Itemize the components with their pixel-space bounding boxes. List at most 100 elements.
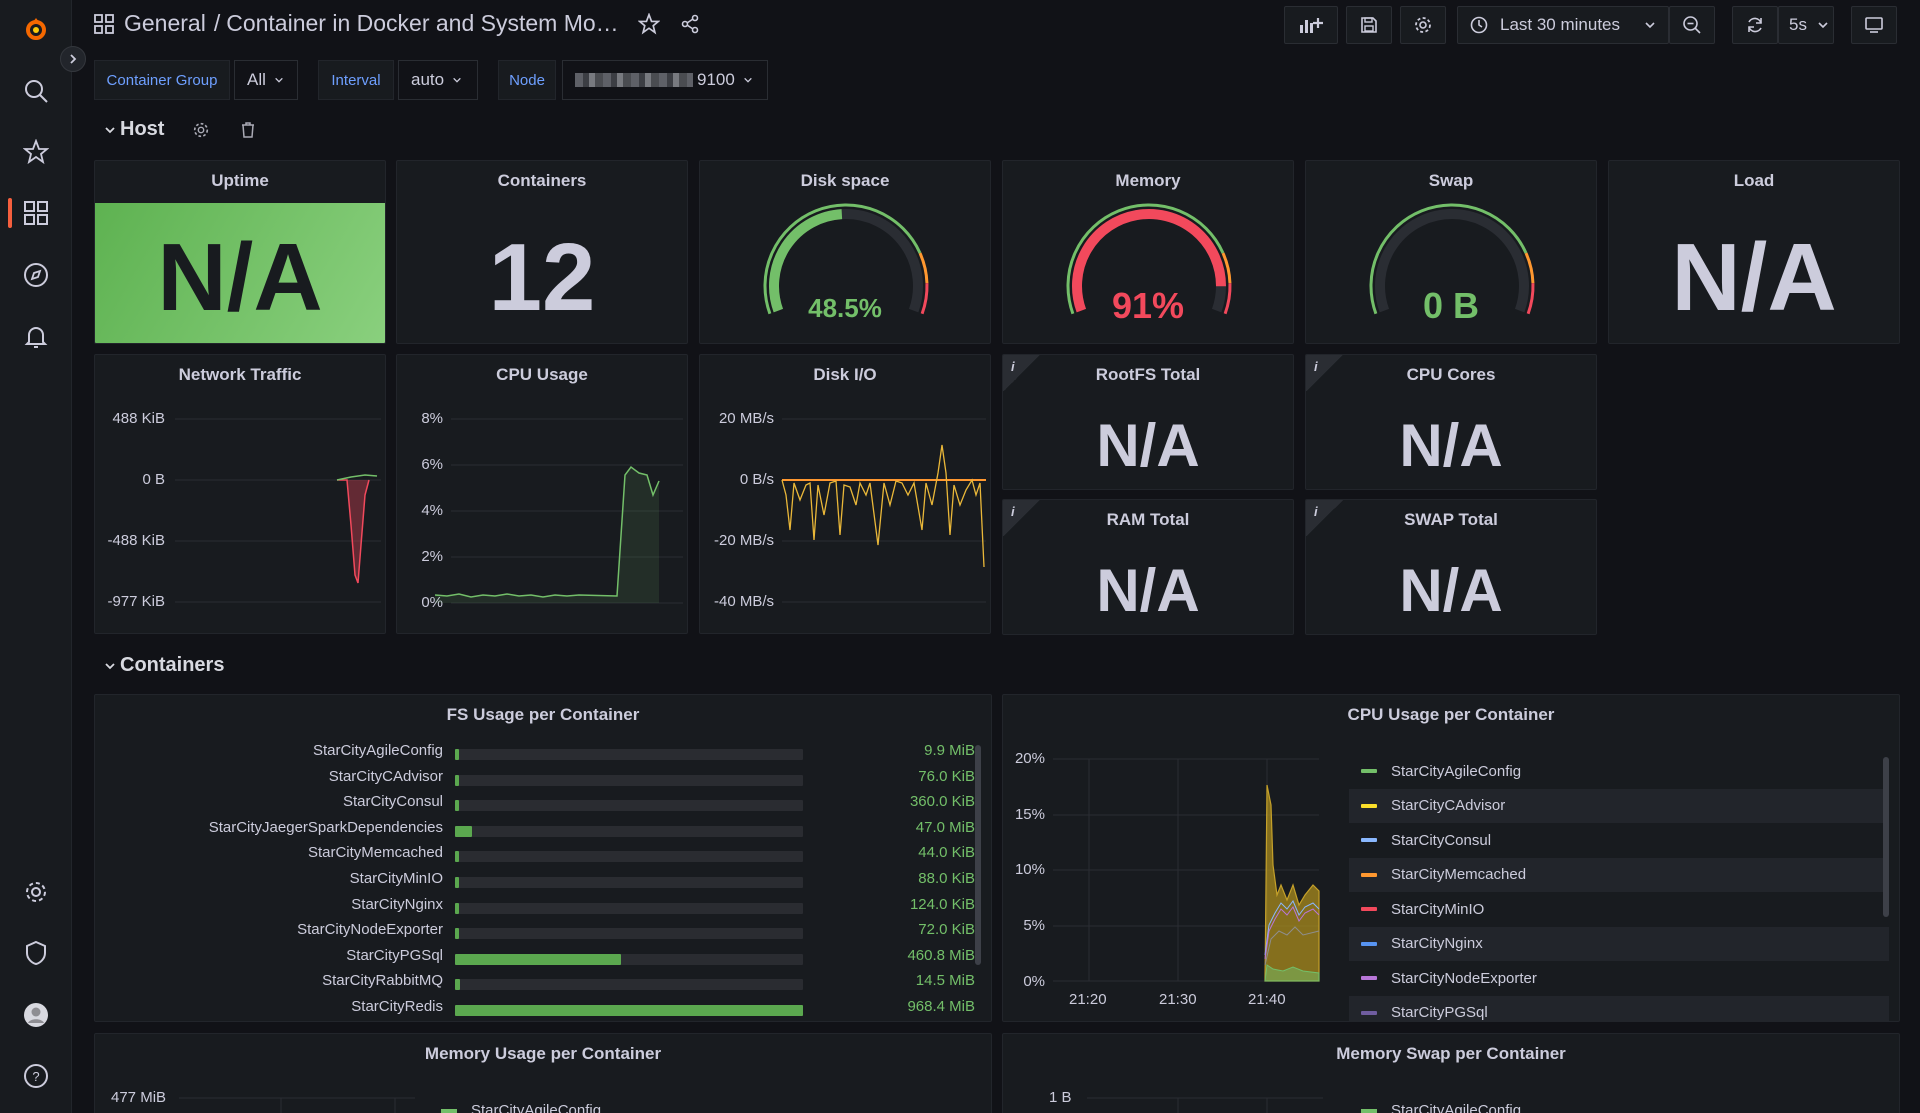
- variable-select-container-group[interactable]: All: [234, 60, 298, 100]
- variable-select-interval[interactable]: auto: [398, 60, 478, 100]
- legend-item[interactable]: StarCityAgileConfig: [441, 1102, 601, 1113]
- fs-bar-fill: [455, 877, 459, 888]
- fs-bar-track: [455, 774, 803, 786]
- fs-bar-fill: [455, 800, 459, 812]
- panel-title: CPU Usage: [496, 365, 588, 384]
- gauge-threshold-warn: [918, 252, 929, 284]
- memory-usage-plot: [179, 1097, 415, 1113]
- row-delete-icon[interactable]: [240, 121, 256, 139]
- info-icon[interactable]: i: [1003, 500, 1041, 536]
- scrollbar[interactable]: [1883, 757, 1889, 917]
- settings-gear-icon[interactable]: [0, 867, 72, 917]
- alerting-icon[interactable]: [0, 311, 72, 361]
- panel-containers[interactable]: Containers 12: [396, 160, 688, 344]
- panel-memory-swap-per-container[interactable]: Memory Swap per Container 1 B StarCityAg…: [1002, 1033, 1900, 1113]
- gauge-threshold-warn: [1524, 252, 1535, 284]
- time-range-picker[interactable]: Last 30 minutes: [1457, 6, 1669, 44]
- panel-rootfs-total[interactable]: i RootFS Total N/A: [1002, 354, 1294, 490]
- zoom-out-button[interactable]: [1669, 6, 1715, 44]
- chevron-down-icon: [104, 124, 116, 136]
- legend-swatch: [1361, 872, 1377, 877]
- panel-title: Network Traffic: [178, 365, 302, 384]
- save-dashboard-button[interactable]: [1346, 6, 1392, 44]
- fs-bar-row: StarCityMinIO 88.0 KiB: [95, 870, 991, 892]
- row-settings-icon[interactable]: [192, 121, 210, 139]
- panel-title: Memory Usage per Container: [424, 1044, 662, 1063]
- tv-mode-button[interactable]: [1851, 6, 1897, 44]
- legend-item[interactable]: StarCityNodeExporter: [1349, 961, 1889, 995]
- panel-title: Swap: [1428, 171, 1474, 190]
- legend-item[interactable]: StarCityAgileConfig: [1361, 1102, 1521, 1113]
- row-containers[interactable]: Containers: [104, 654, 224, 677]
- stat-value: N/A: [157, 224, 323, 331]
- legend-swatch: [1361, 838, 1377, 842]
- breadcrumb-folder[interactable]: General: [124, 10, 206, 36]
- fs-bar-row: StarCityConsul 360.0 KiB: [95, 793, 991, 815]
- info-icon[interactable]: i: [1003, 355, 1041, 391]
- variable-select-node[interactable]: 9100: [562, 60, 768, 100]
- legend-swatch: [1361, 769, 1377, 773]
- user-avatar-icon[interactable]: [0, 990, 72, 1040]
- refresh-interval-picker[interactable]: 5s: [1778, 6, 1834, 44]
- panel-uptime[interactable]: Uptime N/A: [94, 160, 386, 344]
- chevron-down-icon: [274, 75, 284, 85]
- panel-network-traffic[interactable]: Network Traffic 488 KiB 0 B -488 KiB -97…: [94, 354, 386, 634]
- legend-item[interactable]: StarCityCAdvisor: [1349, 788, 1889, 823]
- legend-item[interactable]: StarCityAgileConfig: [1349, 754, 1889, 788]
- y-tick: -20 MB/s: [713, 532, 774, 549]
- panel-cpu-usage-per-container[interactable]: CPU Usage per Container 20% 15% 10% 5% 0…: [1002, 694, 1900, 1022]
- panel-disk-space[interactable]: Disk space 48.5%: [699, 160, 991, 344]
- fs-bar-track: [455, 800, 803, 812]
- add-panel-button[interactable]: [1284, 6, 1338, 44]
- chevron-down-icon: [1817, 19, 1829, 31]
- panel-swap-total[interactable]: i SWAP Total N/A: [1305, 499, 1597, 635]
- panel-title: Memory: [1115, 171, 1181, 190]
- legend-swatch: [1361, 803, 1377, 808]
- fs-bar-row: StarCityRedis 968.4 MiB: [95, 998, 991, 1020]
- dashboards-icon[interactable]: [0, 188, 72, 238]
- time-range-label: Last 30 minutes: [1500, 15, 1621, 34]
- legend-label: StarCityCAdvisor: [1391, 797, 1506, 814]
- dashboard-title[interactable]: Container in Docker and System Mon...: [226, 10, 625, 36]
- fs-bar-fill: [455, 1005, 803, 1016]
- variable-value: All: [247, 70, 266, 89]
- starred-icon[interactable]: [0, 127, 72, 177]
- panel-swap[interactable]: Swap 0 B: [1305, 160, 1597, 344]
- grafana-logo-icon[interactable]: [0, 4, 72, 54]
- variable-value: auto: [411, 70, 445, 89]
- panel-memory[interactable]: Memory 91%: [1002, 160, 1294, 344]
- star-icon[interactable]: [638, 12, 661, 35]
- panel-load[interactable]: Load N/A: [1608, 160, 1900, 344]
- refresh-button[interactable]: [1732, 6, 1778, 44]
- stat-value: 12: [488, 224, 596, 331]
- sidebar-expand-button[interactable]: [60, 46, 86, 72]
- panel-cpu-usage[interactable]: CPU Usage 8% 6% 4% 2% 0%: [396, 354, 688, 634]
- legend-item[interactable]: StarCityMemcached: [1349, 857, 1889, 892]
- explore-icon[interactable]: [0, 250, 72, 300]
- share-icon[interactable]: [680, 14, 700, 34]
- legend-item[interactable]: StarCityNginx: [1349, 926, 1889, 961]
- y-tick: -40 MB/s: [713, 593, 774, 610]
- info-icon[interactable]: i: [1306, 355, 1344, 391]
- row-host[interactable]: Host: [104, 118, 256, 141]
- shield-icon[interactable]: [0, 928, 72, 978]
- panel-cpu-cores[interactable]: i CPU Cores N/A: [1305, 354, 1597, 490]
- legend-item[interactable]: StarCityMinIO: [1349, 892, 1889, 926]
- panel-fs-usage-per-container[interactable]: FS Usage per Container StarCityAgileConf…: [94, 694, 992, 1022]
- help-icon[interactable]: ?: [0, 1051, 72, 1101]
- scrollbar[interactable]: [975, 745, 981, 965]
- network-traffic-plot: [175, 418, 381, 603]
- dashboard-settings-button[interactable]: [1400, 6, 1446, 44]
- y-tick: -488 KiB: [107, 532, 165, 549]
- info-icon[interactable]: i: [1306, 500, 1344, 536]
- panel-ram-total[interactable]: i RAM Total N/A: [1002, 499, 1294, 635]
- legend-item[interactable]: StarCityPGSql: [1349, 995, 1889, 1021]
- panel-disk-io[interactable]: Disk I/O 20 MB/s 0 B/s -20 MB/s -40 MB/s: [699, 354, 991, 634]
- gauge-threshold-ok: [1369, 203, 1528, 315]
- legend-item[interactable]: StarCityConsul: [1349, 823, 1889, 857]
- fs-bar-fill: [455, 979, 461, 991]
- panel-memory-usage-per-container[interactable]: Memory Usage per Container 477 MiB StarC…: [94, 1033, 992, 1113]
- search-icon[interactable]: [0, 66, 72, 116]
- panel-title: CPU Cores: [1406, 365, 1496, 384]
- legend-label: StarCityNginx: [1391, 935, 1483, 952]
